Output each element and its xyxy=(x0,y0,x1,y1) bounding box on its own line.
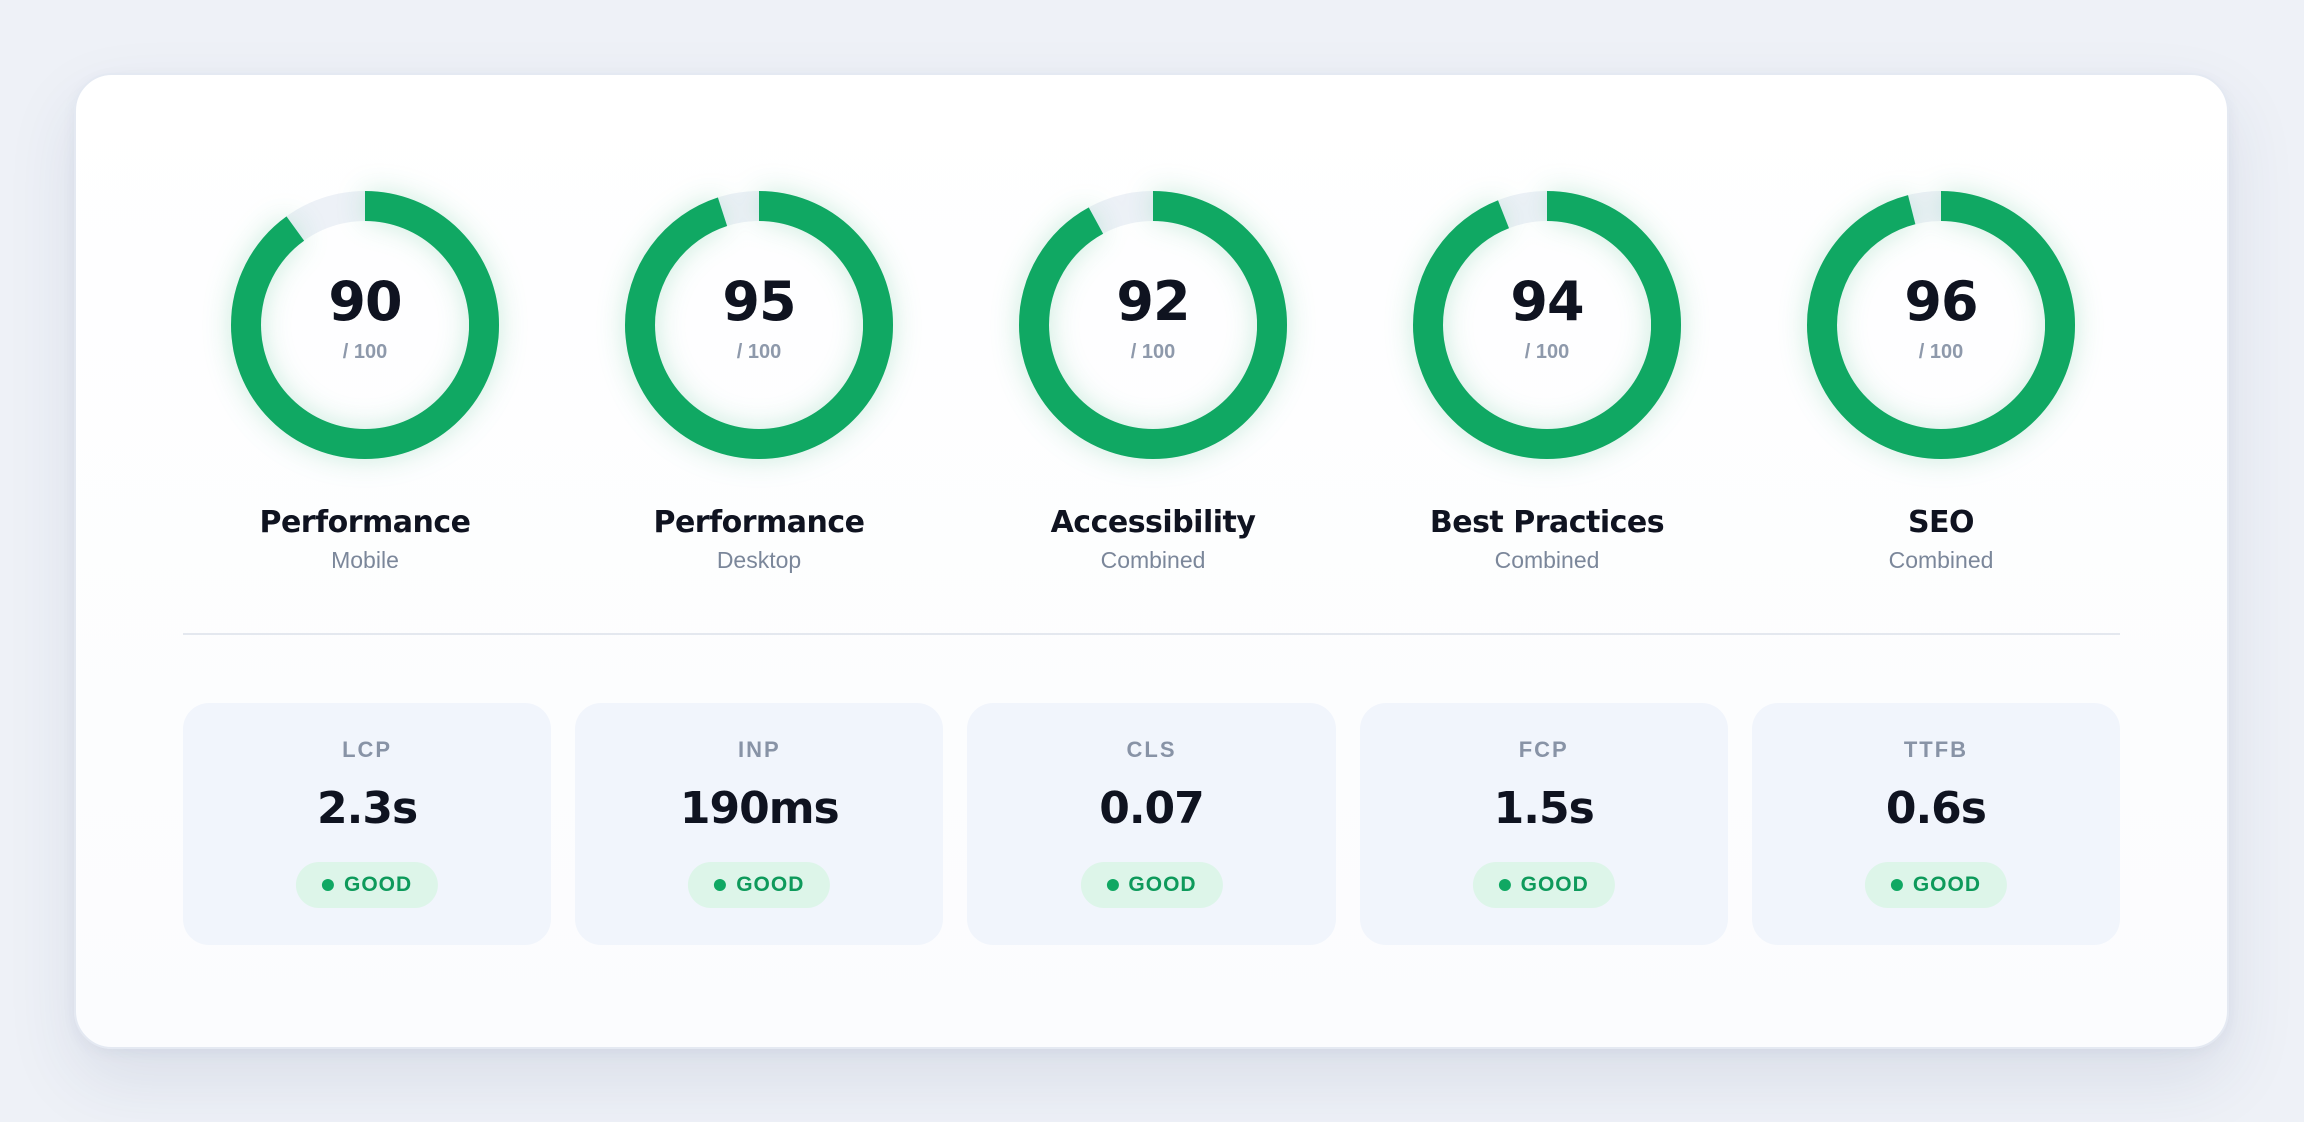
metric-label: INP xyxy=(737,737,781,762)
status-badge: GOOD xyxy=(1864,862,2007,908)
score-value: 92 xyxy=(1116,270,1190,333)
score-value: 94 xyxy=(1510,270,1584,333)
status-dot-icon xyxy=(1890,879,1903,891)
status-badge: GOOD xyxy=(296,862,439,908)
gauge-title: SEO xyxy=(1907,505,1975,540)
status-dot-icon xyxy=(322,879,335,891)
score-ring-chart xyxy=(1413,191,1681,459)
metric-card-inp: INP 190ms GOOD xyxy=(575,703,944,945)
status-dot-icon xyxy=(1498,879,1511,891)
status-text: GOOD xyxy=(1128,873,1197,896)
score-ring-chart xyxy=(231,191,499,459)
metric-label: LCP xyxy=(342,737,393,762)
status-text: GOOD xyxy=(344,873,413,896)
ring-progress xyxy=(1413,191,1681,459)
score-ring-chart xyxy=(1019,191,1287,459)
ring-progress xyxy=(1019,191,1287,459)
status-text: GOOD xyxy=(1912,873,1981,896)
ring-progress xyxy=(231,191,499,459)
gauge-seo: 96 / 100 SEO Combined xyxy=(1761,175,2121,575)
gauge-subtitle: Desktop xyxy=(716,547,802,573)
score-ring: 92 / 100 xyxy=(1003,175,1303,475)
status-text: GOOD xyxy=(736,873,805,896)
metric-card-fcp: FCP 1.5s GOOD xyxy=(1359,703,1728,945)
gauge-subtitle: Combined xyxy=(1100,547,1206,573)
metric-card-ttfb: TTFB 0.6s GOOD xyxy=(1751,703,2121,945)
gauge-title: Performance xyxy=(653,505,865,540)
gauge-subtitle: Combined xyxy=(1494,547,1600,573)
scores-card: 90 / 100 Performance Mobile 95 / 100 Per… xyxy=(74,73,2229,1049)
metric-card-lcp: LCP 2.3s GOOD xyxy=(183,703,552,945)
gauge-best-practices: 94 / 100 Best Practices Combined xyxy=(1367,175,1727,575)
score-max: / 100 xyxy=(1918,341,1964,363)
metric-value: 2.3s xyxy=(317,783,418,834)
score-ring: 96 / 100 xyxy=(1791,175,2091,475)
score-gauges: 90 / 100 Performance Mobile 95 / 100 Per… xyxy=(76,75,2227,675)
score-max: / 100 xyxy=(1130,341,1176,363)
ring-progress xyxy=(625,191,893,459)
status-dot-icon xyxy=(714,879,727,891)
status-badge: GOOD xyxy=(688,862,831,908)
score-value: 90 xyxy=(328,270,402,333)
gauge-performance-mobile: 90 / 100 Performance Mobile xyxy=(185,175,545,575)
gauge-title: Accessibility xyxy=(1050,505,1256,540)
score-max: / 100 xyxy=(736,341,782,363)
score-value: 95 xyxy=(722,270,796,333)
metric-value: 0.6s xyxy=(1885,783,1987,834)
score-max: / 100 xyxy=(1524,341,1570,363)
status-badge: GOOD xyxy=(1080,862,1223,908)
score-max: / 100 xyxy=(342,341,388,363)
metric-label: CLS xyxy=(1126,737,1177,762)
status-dot-icon xyxy=(1106,879,1119,891)
status-badge: GOOD xyxy=(1472,862,1615,908)
section-divider xyxy=(183,633,2120,635)
score-ring: 94 / 100 xyxy=(1397,175,1697,475)
ring-progress xyxy=(1807,191,2075,459)
score-ring: 95 / 100 xyxy=(609,175,909,475)
gauge-accessibility: 92 / 100 Accessibility Combined xyxy=(973,175,1333,575)
core-web-vitals: LCP 2.3s GOOD INP 190ms GOOD CLS 0.07 GO… xyxy=(183,703,2121,945)
metric-value: 190ms xyxy=(679,783,840,834)
metric-value: 0.07 xyxy=(1099,783,1205,834)
gauge-title: Performance xyxy=(259,505,471,540)
metric-value: 1.5s xyxy=(1493,783,1595,834)
metric-card-cls: CLS 0.07 GOOD xyxy=(967,703,1336,945)
score-ring-chart xyxy=(1807,191,2075,459)
score-value: 96 xyxy=(1904,270,1978,333)
score-ring: 90 / 100 xyxy=(215,175,515,475)
metric-label: FCP xyxy=(1518,737,1569,762)
score-ring-chart xyxy=(625,191,893,459)
status-text: GOOD xyxy=(1520,873,1589,896)
metric-label: TTFB xyxy=(1903,737,1969,762)
gauge-subtitle: Mobile xyxy=(331,547,399,573)
gauge-title: Best Practices xyxy=(1429,505,1665,540)
gauge-subtitle: Combined xyxy=(1888,547,1994,573)
gauge-performance-desktop: 95 / 100 Performance Desktop xyxy=(579,175,939,575)
